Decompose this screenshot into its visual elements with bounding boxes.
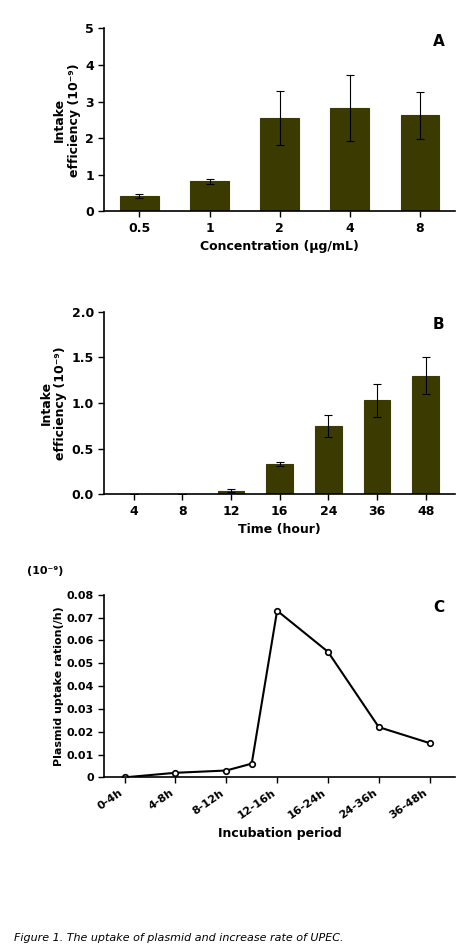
Bar bbox=[412, 375, 439, 494]
Y-axis label: Intake
efficiency (10⁻⁹): Intake efficiency (10⁻⁹) bbox=[39, 346, 67, 460]
Text: Figure 1. The uptake of plasmid and increase rate of UPEC.: Figure 1. The uptake of plasmid and incr… bbox=[14, 933, 344, 943]
X-axis label: Time (hour): Time (hour) bbox=[238, 523, 321, 537]
X-axis label: Incubation period: Incubation period bbox=[218, 827, 342, 840]
Y-axis label: Plasmid uptake ration(/h): Plasmid uptake ration(/h) bbox=[54, 606, 64, 766]
Text: (10⁻⁹): (10⁻⁹) bbox=[27, 567, 64, 576]
Bar bbox=[315, 426, 342, 494]
X-axis label: Concentration (μg/mL): Concentration (μg/mL) bbox=[200, 240, 359, 253]
Text: C: C bbox=[433, 600, 445, 615]
Bar bbox=[260, 118, 299, 211]
Y-axis label: Intake
efficiency (10⁻⁹): Intake efficiency (10⁻⁹) bbox=[53, 63, 81, 176]
Bar bbox=[218, 490, 245, 494]
Text: B: B bbox=[433, 317, 445, 332]
Bar bbox=[266, 465, 293, 494]
Text: A: A bbox=[433, 34, 445, 49]
Bar bbox=[120, 195, 159, 211]
Bar bbox=[364, 400, 391, 494]
Bar bbox=[330, 108, 369, 211]
Bar bbox=[190, 181, 229, 211]
Bar bbox=[401, 116, 439, 211]
